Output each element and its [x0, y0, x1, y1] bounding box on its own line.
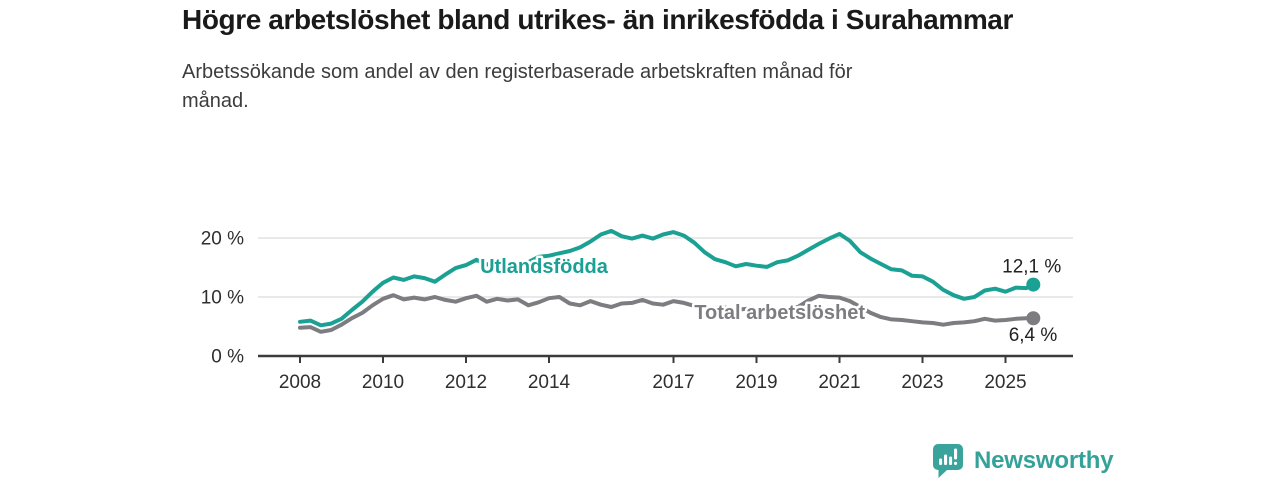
end-value-label-utlandsfodda: 12,1 %	[1002, 257, 1061, 278]
x-tick-label-2014: 2014	[528, 372, 571, 393]
y-tick-label-0: 0 %	[211, 347, 244, 368]
brand-name: Newsworthy	[974, 447, 1114, 474]
series-end-dot-total	[1026, 311, 1041, 326]
series-label-utlandsfodda: Utlandsfödda	[480, 256, 609, 278]
bar-2	[944, 454, 948, 465]
speech-bubble-shape	[933, 444, 963, 478]
y-tick-label-10: 10 %	[201, 288, 244, 309]
exclamation-stem	[954, 448, 958, 460]
x-tick-label-2010: 2010	[362, 372, 404, 393]
x-tick-label-2019: 2019	[735, 372, 777, 393]
brand-footer: Newsworthy	[933, 444, 1114, 478]
series-line-utlandsfodda	[298, 228, 1036, 328]
newsworthy-logo-icon	[933, 444, 963, 478]
end-value-label-total: 6,4 %	[1009, 325, 1058, 346]
bar-3	[949, 456, 953, 465]
chart-subtitle: Arbetssökande som andel av den registerb…	[182, 61, 853, 112]
bar-1	[939, 458, 943, 465]
y-tick-label-20: 20 %	[201, 229, 244, 250]
series-line-total	[298, 293, 1036, 334]
x-tick-label-2017: 2017	[652, 372, 694, 393]
series-end-dot-utlandsfodda	[1026, 277, 1041, 292]
x-tick-label-2008: 2008	[279, 372, 321, 393]
chart-header: Högre arbetslöshet bland utrikes- än inr…	[182, 2, 1082, 116]
x-tick-label-2023: 2023	[901, 372, 943, 393]
series-label-total: Total arbetslöshet	[694, 302, 865, 324]
chart-title: Högre arbetslöshet bland utrikes- än inr…	[182, 4, 1013, 35]
x-tick-label-2025: 2025	[984, 372, 1026, 393]
x-tick-label-2021: 2021	[818, 372, 860, 393]
exclamation-dot	[954, 461, 958, 465]
x-tick-label-2012: 2012	[445, 372, 487, 393]
